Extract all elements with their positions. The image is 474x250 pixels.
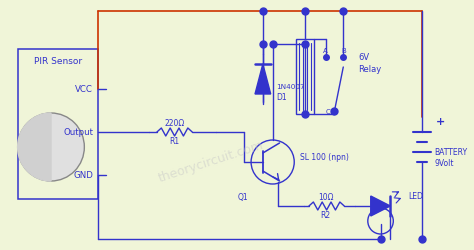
Text: +: + <box>436 116 445 126</box>
Bar <box>296 40 314 115</box>
Text: 220Ω: 220Ω <box>164 119 185 128</box>
Text: Q1: Q1 <box>238 193 248 202</box>
Text: A: A <box>323 48 328 54</box>
Polygon shape <box>18 114 51 181</box>
Text: SL 100 (npn): SL 100 (npn) <box>300 153 349 162</box>
Text: theorycircuit.com: theorycircuit.com <box>156 138 265 184</box>
Text: VCC: VCC <box>75 85 93 94</box>
Text: B: B <box>341 48 346 54</box>
Text: 1N4007: 1N4007 <box>277 84 305 90</box>
Text: 10Ω: 10Ω <box>318 193 333 202</box>
Text: 6V: 6V <box>358 53 369 62</box>
Text: LED: LED <box>408 192 423 201</box>
Text: C: C <box>325 108 330 114</box>
Circle shape <box>18 114 84 181</box>
Text: Output: Output <box>63 128 93 137</box>
Text: BATTERY
9Volt: BATTERY 9Volt <box>435 148 468 167</box>
Text: R1: R1 <box>170 137 180 146</box>
Text: GND: GND <box>73 171 93 180</box>
Bar <box>18 50 98 199</box>
Text: Relay: Relay <box>358 65 381 74</box>
Polygon shape <box>255 65 271 94</box>
Text: D1: D1 <box>277 93 287 102</box>
Polygon shape <box>371 196 391 216</box>
Text: R2: R2 <box>320 211 331 220</box>
Text: PIR Sensor: PIR Sensor <box>34 57 82 66</box>
